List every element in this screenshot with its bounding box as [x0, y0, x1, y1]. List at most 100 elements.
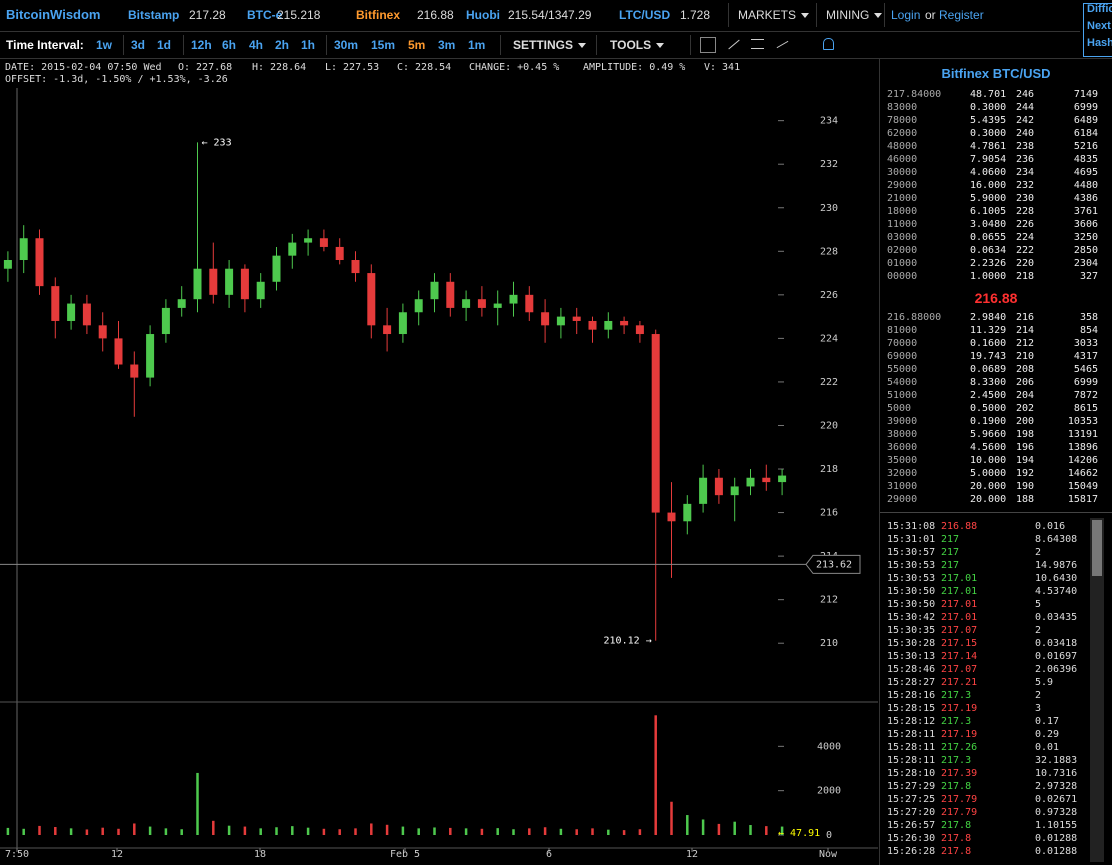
volume-bar: [717, 823, 721, 835]
book-level: 192: [1016, 468, 1035, 479]
candle-body: [272, 255, 281, 282]
book-total: 6999: [1073, 377, 1098, 388]
book-amount: 8.3300: [970, 377, 1007, 388]
trades-border: [880, 512, 1112, 513]
book-level: 228: [1016, 206, 1035, 217]
volume-bar: [496, 828, 499, 835]
login-link[interactable]: Login: [891, 8, 921, 22]
book-total: 4317: [1073, 351, 1098, 362]
register-link[interactable]: Register: [939, 8, 984, 22]
candle-body: [588, 320, 597, 330]
exchange-name[interactable]: Bitstamp: [128, 8, 180, 22]
trade-price: 217.01: [941, 599, 978, 610]
candle-body: [256, 281, 265, 300]
interval-button[interactable]: 4h: [249, 38, 264, 52]
toolbar-border: [0, 31, 1080, 32]
volume-bar: [385, 824, 389, 835]
y-tick-label: 230: [820, 203, 838, 214]
candle-body: [778, 475, 787, 483]
menu[interactable]: MARKETS: [738, 8, 810, 22]
interval-button[interactable]: 15m: [371, 38, 396, 52]
interval-button[interactable]: 5m: [408, 38, 426, 52]
exchange-name[interactable]: Huobi: [466, 8, 500, 22]
trade-price: 217.01: [941, 612, 978, 623]
volume-bar: [449, 827, 452, 835]
alert-tool[interactable]: [823, 38, 834, 50]
volume-annotation: ← 47.91: [778, 828, 820, 839]
brand[interactable]: BitcoinWisdom: [6, 7, 101, 22]
trade-amount: 0.97328: [1035, 807, 1078, 818]
trade-price: 217: [941, 547, 960, 558]
book-price: 81000: [887, 325, 918, 336]
interval-button[interactable]: 12h: [191, 38, 212, 52]
book-price: 11000: [887, 219, 918, 230]
candle-body: [114, 338, 123, 365]
line-tool[interactable]: [728, 39, 740, 50]
exchange-name[interactable]: BTC-e: [247, 8, 283, 22]
crosshair-tool[interactable]: [700, 37, 716, 53]
trade-amount: 0.02671: [1035, 794, 1078, 805]
volume-bar: [227, 825, 231, 835]
settings-menu[interactable]: SETTINGS: [513, 38, 587, 52]
crosshair-label-box: [805, 554, 861, 574]
menu[interactable]: MINING: [826, 8, 883, 22]
trade-time: 15:30:42: [887, 612, 936, 623]
interval-button[interactable]: 1h: [301, 38, 316, 52]
volume-bar: [275, 827, 278, 835]
candle-body: [225, 268, 234, 295]
book-level: 218: [1016, 271, 1035, 282]
exchange-name[interactable]: LTC/USD: [619, 8, 671, 22]
trade-time: 15:27:25: [887, 794, 936, 805]
book-amount: 2.9840: [970, 312, 1007, 323]
trade-time: 15:28:27: [887, 677, 936, 688]
tools-menu[interactable]: TOOLS: [610, 38, 665, 52]
volume-bar: [370, 823, 373, 835]
trade-time: 15:30:13: [887, 651, 936, 662]
interval-button[interactable]: 1d: [157, 38, 172, 52]
book-level: 242: [1016, 115, 1035, 126]
volume-bar: [433, 827, 436, 835]
book-price: 21000: [887, 193, 918, 204]
fib-tool[interactable]: [751, 39, 764, 49]
book-level: 226: [1016, 219, 1035, 230]
interval-button[interactable]: 3m: [438, 38, 456, 52]
book-total: 13896: [1067, 442, 1098, 453]
trade-time: 15:31:01: [887, 534, 936, 545]
trade-price: 217.3: [941, 690, 972, 701]
interval-button[interactable]: 3d: [131, 38, 146, 52]
book-level: 210: [1016, 351, 1035, 362]
exchange-price: 216.88: [417, 8, 454, 22]
book-amount: 10.000: [970, 455, 1007, 466]
candle-body: [177, 299, 186, 308]
trade-time: 15:30:35: [887, 625, 936, 636]
volume-bar: [306, 827, 310, 835]
book-amount: 5.9000: [970, 193, 1007, 204]
trade-price: 217.07: [941, 625, 978, 636]
book-level: 212: [1016, 338, 1035, 349]
interval-button[interactable]: 1w: [96, 38, 113, 52]
book-amount: 3.0480: [970, 219, 1007, 230]
x-tick-label: 12: [686, 849, 698, 860]
interval-button[interactable]: 2h: [275, 38, 290, 52]
book-total: 14206: [1067, 455, 1098, 466]
book-amount: 0.3000: [970, 102, 1007, 113]
scroll-thumb[interactable]: [1092, 520, 1102, 576]
interval-button[interactable]: 6h: [222, 38, 237, 52]
interval-button[interactable]: 30m: [334, 38, 359, 52]
trade-time: 15:28:46: [887, 664, 936, 675]
book-total: 4835: [1073, 154, 1098, 165]
book-total: 3250: [1073, 232, 1098, 243]
candle-body: [398, 312, 407, 335]
candle-body: [367, 273, 376, 326]
book-amount: 19.743: [970, 351, 1007, 362]
trade-price: 217: [941, 560, 960, 571]
book-price: 36000: [887, 442, 918, 453]
interval-button[interactable]: 1m: [468, 38, 486, 52]
trade-amount: 3: [1035, 703, 1042, 714]
scrollbar[interactable]: [1090, 518, 1104, 862]
book-level: 200: [1016, 416, 1035, 427]
volume-bar: [591, 828, 594, 835]
pitchfork-tool[interactable]: [776, 40, 789, 49]
info-value: +0.45 %: [517, 62, 560, 73]
exchange-name[interactable]: Bitfinex: [356, 8, 401, 22]
